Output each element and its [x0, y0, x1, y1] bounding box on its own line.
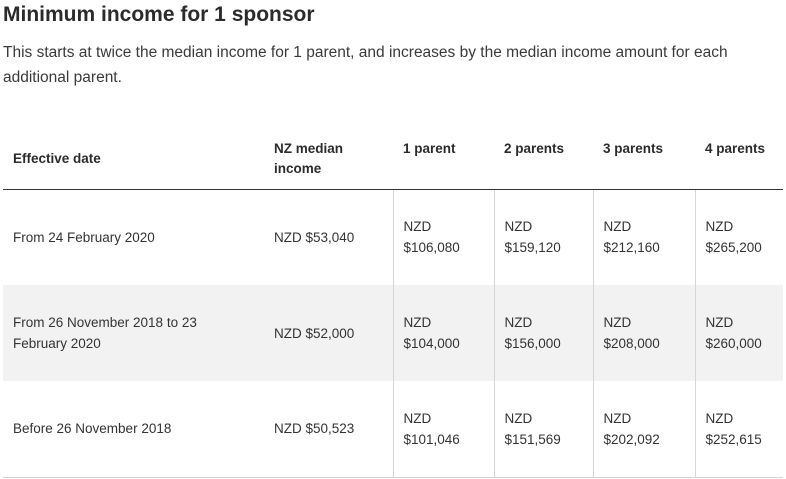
income-3-parents-cell: NZD $208,000 [592, 285, 695, 381]
income-4-parents-cell: NZD $265,200 [694, 189, 783, 285]
table-row: From 26 November 2018 to 23 February 202… [3, 285, 783, 381]
currency-label: NZD [403, 219, 432, 235]
median-income-cell: NZD $52,000 [264, 285, 393, 381]
income-3-parents-cell: NZD $202,092 [592, 381, 695, 478]
currency-label: NZD [504, 219, 533, 235]
income-4-parents-cell: NZD $252,615 [694, 381, 783, 478]
page-title: Minimum income for 1 sponsor [3, 3, 315, 26]
amount-value: $265,200 [705, 240, 762, 256]
amount-value: $156,000 [504, 336, 561, 351]
table-row: Before 26 November 2018 NZD $50,523 NZD … [3, 381, 783, 478]
income-3-parents-cell: NZD $212,160 [592, 189, 695, 285]
currency-label: NZD [603, 315, 632, 330]
effective-date-cell: Before 26 November 2018 [3, 381, 264, 478]
amount-value: $202,092 [603, 431, 660, 447]
currency-label: NZD [403, 315, 432, 330]
col-header-1-parent: 1 parent [393, 130, 494, 190]
table-header-row: Effective date NZ median income 1 parent… [3, 130, 783, 190]
amount-value: $252,615 [705, 431, 762, 447]
currency-label: NZD [603, 219, 632, 235]
currency-label: NZD [504, 315, 533, 330]
amount-value: $208,000 [603, 336, 660, 351]
currency-label: NZD [603, 410, 632, 426]
table-row: From 24 February 2020 NZD $53,040 NZD $1… [3, 189, 783, 285]
currency-label: NZD [705, 410, 734, 426]
col-header-3-parents: 3 parents [593, 130, 695, 190]
currency-label: NZD [705, 315, 734, 330]
intro-paragraph: This starts at twice the median income f… [3, 44, 728, 86]
currency-label: NZD [705, 219, 734, 235]
amount-value: $106,080 [403, 240, 460, 256]
col-header-effective-date: Effective date [3, 130, 264, 190]
income-1-parent-cell: NZD $101,046 [392, 381, 494, 478]
amount-value: $104,000 [403, 336, 460, 351]
income-2-parents-cell: NZD $159,120 [493, 189, 593, 285]
income-1-parent-cell: NZD $104,000 [392, 285, 494, 381]
income-table: Effective date NZ median income 1 parent… [3, 130, 783, 478]
effective-date-cell: From 26 November 2018 to 23 February 202… [3, 285, 264, 381]
amount-value: $101,046 [403, 431, 460, 447]
income-2-parents-cell: NZD $151,569 [493, 381, 593, 478]
amount-value: $260,000 [705, 336, 762, 351]
amount-value: $151,569 [504, 431, 561, 447]
income-1-parent-cell: NZD $106,080 [392, 189, 494, 285]
amount-value: $159,120 [504, 240, 561, 256]
col-header-2-parents: 2 parents [494, 130, 593, 190]
effective-date-cell: From 24 February 2020 [13, 229, 155, 245]
median-income-cell: NZD $50,523 [264, 381, 393, 478]
amount-value: $212,160 [603, 240, 660, 256]
col-header-4-parents: 4 parents [695, 130, 783, 190]
income-2-parents-cell: NZD $156,000 [493, 285, 593, 381]
currency-label: NZD [403, 410, 432, 426]
currency-label: NZD [504, 410, 533, 426]
col-header-median-income: NZ median income [264, 130, 393, 190]
income-4-parents-cell: NZD $260,000 [694, 285, 783, 381]
median-income-cell: NZD $53,040 [274, 229, 355, 245]
